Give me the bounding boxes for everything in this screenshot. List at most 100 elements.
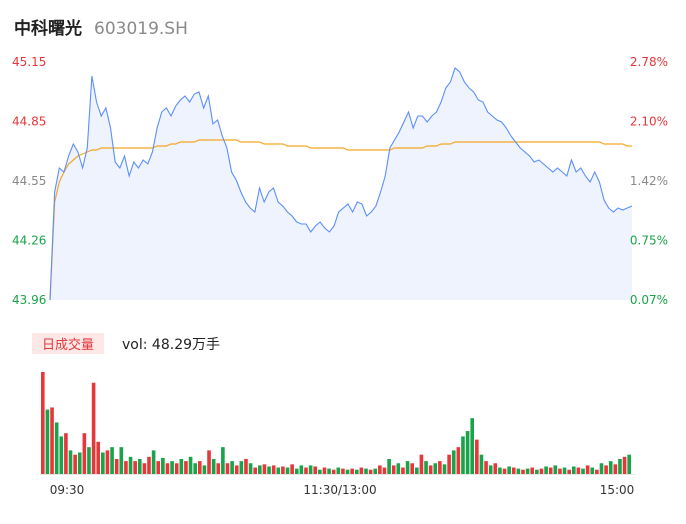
volume-bar — [521, 469, 525, 474]
volume-bar — [128, 456, 133, 474]
volume-bar — [405, 461, 410, 474]
volume-bar — [516, 468, 521, 474]
volume-bar — [451, 450, 456, 474]
volume-bar — [304, 467, 308, 474]
volume-bar — [456, 447, 461, 474]
volume-bar — [382, 467, 387, 474]
volume-bar — [442, 464, 447, 474]
volume-bar — [539, 468, 544, 474]
volume-bar — [475, 439, 479, 474]
volume-bar — [396, 463, 401, 474]
volume-bar — [535, 469, 539, 474]
volume-bar — [244, 458, 248, 474]
volume-bar — [378, 465, 382, 474]
volume-bar — [253, 467, 258, 474]
volume-bar — [101, 452, 105, 474]
volume-bar — [82, 433, 87, 474]
volume-bar — [493, 463, 498, 474]
stock-code: 603019.SH — [94, 19, 188, 39]
volume-bar — [571, 466, 576, 474]
volume-bar — [77, 452, 82, 474]
volume-bar — [488, 465, 493, 474]
volume-bar — [322, 467, 327, 474]
volume-bar — [211, 458, 216, 474]
volume-bar — [87, 447, 91, 474]
price-area — [49, 67, 633, 301]
volume-bar — [105, 450, 110, 474]
volume-bar — [179, 458, 184, 474]
y-tick-right: 2.10% — [630, 115, 668, 129]
volume-bar — [567, 469, 571, 474]
volume-bar — [41, 372, 45, 474]
volume-bar — [59, 436, 64, 474]
y-tick-left: 43.96 — [12, 293, 46, 307]
volume-bar — [331, 469, 336, 474]
volume-bar — [391, 465, 396, 474]
y-tick-right: 2.78% — [630, 55, 668, 69]
x-tick-label: 11:30/13:00 — [303, 483, 376, 497]
volume-bar — [558, 468, 562, 474]
volume-bar — [548, 467, 553, 474]
volume-bar — [433, 463, 438, 474]
volume-bar — [73, 454, 77, 474]
volume-bar — [350, 468, 354, 474]
volume-bar — [414, 467, 419, 474]
volume-bar — [511, 467, 516, 474]
volume-bar — [576, 467, 581, 474]
volume-bar — [45, 409, 50, 474]
volume-bar — [387, 458, 391, 474]
volume-bar — [553, 465, 558, 474]
volume-bar — [544, 466, 548, 474]
volume-bar — [484, 461, 488, 474]
volume-bar — [341, 468, 345, 474]
x-tick-label: 09:30 — [50, 483, 85, 497]
volume-bar — [142, 463, 147, 474]
volume-tag: 日成交量 — [32, 333, 105, 354]
price-line — [49, 67, 633, 301]
volume-bar — [110, 447, 114, 474]
volume-bar — [276, 467, 281, 474]
volume-bar — [424, 461, 428, 474]
volume-bar — [364, 468, 368, 474]
y-tick-right: 0.75% — [630, 234, 668, 248]
volume-bar — [581, 468, 585, 474]
volume-legend: 日成交量 vol: 48.29万手 — [32, 333, 221, 354]
volume-bar — [530, 467, 535, 474]
volume-bar — [285, 467, 290, 474]
y-tick-right: 0.07% — [630, 293, 668, 307]
x-tick-label: 15:00 — [600, 483, 635, 497]
y-axis-right-ticks: 2.78% 2.10% 1.42% 0.75% 0.07% — [630, 55, 668, 307]
volume-bar — [465, 431, 470, 474]
volume-bar — [216, 463, 221, 474]
volume-bar — [373, 468, 378, 474]
volume-bar — [156, 461, 161, 474]
volume-bar — [479, 454, 484, 474]
y-axis-left-ticks: 45.15 44.85 44.55 44.26 43.96 — [12, 55, 46, 307]
volume-bar — [336, 467, 341, 474]
volume-bar — [225, 463, 230, 474]
stock-header: 中科曙光 603019.SH — [14, 14, 188, 39]
volume-bar — [281, 466, 285, 474]
volume-bar — [207, 450, 211, 474]
volume-bar — [608, 461, 613, 474]
volume-bar — [239, 461, 244, 474]
volume-value: vol: 48.29万手 — [122, 336, 221, 353]
volume-bar — [318, 469, 322, 474]
volume-bar — [221, 447, 225, 474]
volume-bar — [193, 463, 197, 474]
volume-bar — [461, 436, 465, 474]
volume-bars — [40, 372, 636, 475]
volume-bar — [64, 433, 68, 474]
volume-bar — [96, 441, 101, 474]
volume-bar — [438, 461, 442, 474]
volume-bar — [447, 454, 451, 474]
volume-bar — [161, 457, 165, 474]
volume-bar — [618, 458, 622, 474]
volume-bar — [124, 461, 128, 474]
y-tick-left: 44.55 — [12, 174, 46, 188]
volume-bar — [151, 450, 156, 474]
volume-bar — [267, 466, 271, 474]
volume-bar — [590, 467, 595, 474]
volume-bar — [188, 456, 193, 474]
